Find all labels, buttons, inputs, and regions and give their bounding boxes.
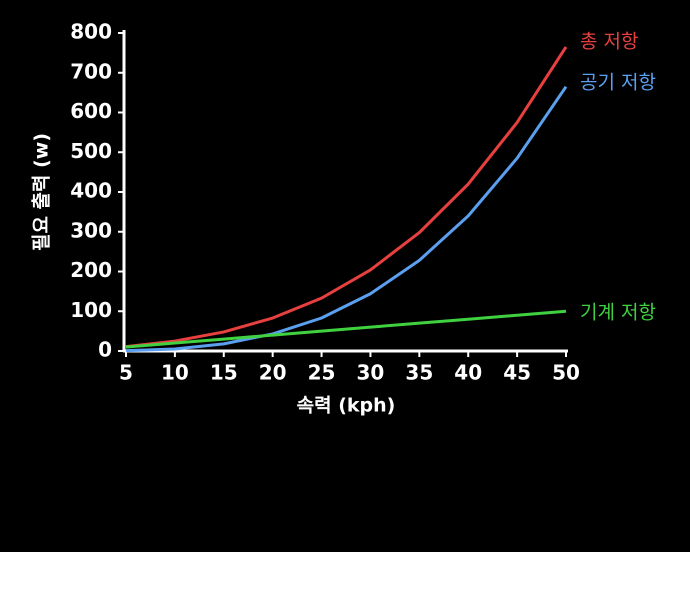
y-tick-label: 400: [70, 179, 112, 203]
y-tick-label: 100: [70, 298, 112, 322]
x-tick-label: 10: [161, 361, 189, 385]
y-tick-label: 600: [70, 99, 112, 123]
x-tick-label: 50: [552, 361, 580, 385]
y-axis-title: 필요 출력 (w): [31, 133, 53, 251]
x-tick-label: 45: [503, 361, 531, 385]
x-axis-title: 속력 (kph): [297, 395, 396, 417]
x-tick-label: 30: [357, 361, 385, 385]
y-tick-label: 0: [98, 338, 112, 362]
series-label: 기계 저항: [580, 302, 656, 324]
series-line: [125, 85, 568, 353]
series-line: [125, 46, 568, 349]
y-tick-label: 800: [70, 20, 112, 44]
x-tick-label: 20: [259, 361, 287, 385]
x-tick-label: 5: [119, 361, 133, 385]
x-tick-label: 35: [405, 361, 433, 385]
series-label: 총 저항: [580, 31, 638, 53]
series-label: 공기 저항: [580, 72, 656, 94]
x-tick-label: 40: [454, 361, 482, 385]
y-tick-label: 500: [70, 139, 112, 163]
y-tick-label: 200: [70, 258, 112, 282]
series-line: [125, 309, 567, 349]
x-tick-label: 15: [210, 361, 238, 385]
y-tick-label: 700: [70, 59, 112, 83]
y-tick-label: 300: [70, 218, 112, 242]
chart-background: [0, 0, 690, 552]
x-tick-label: 25: [308, 361, 336, 385]
